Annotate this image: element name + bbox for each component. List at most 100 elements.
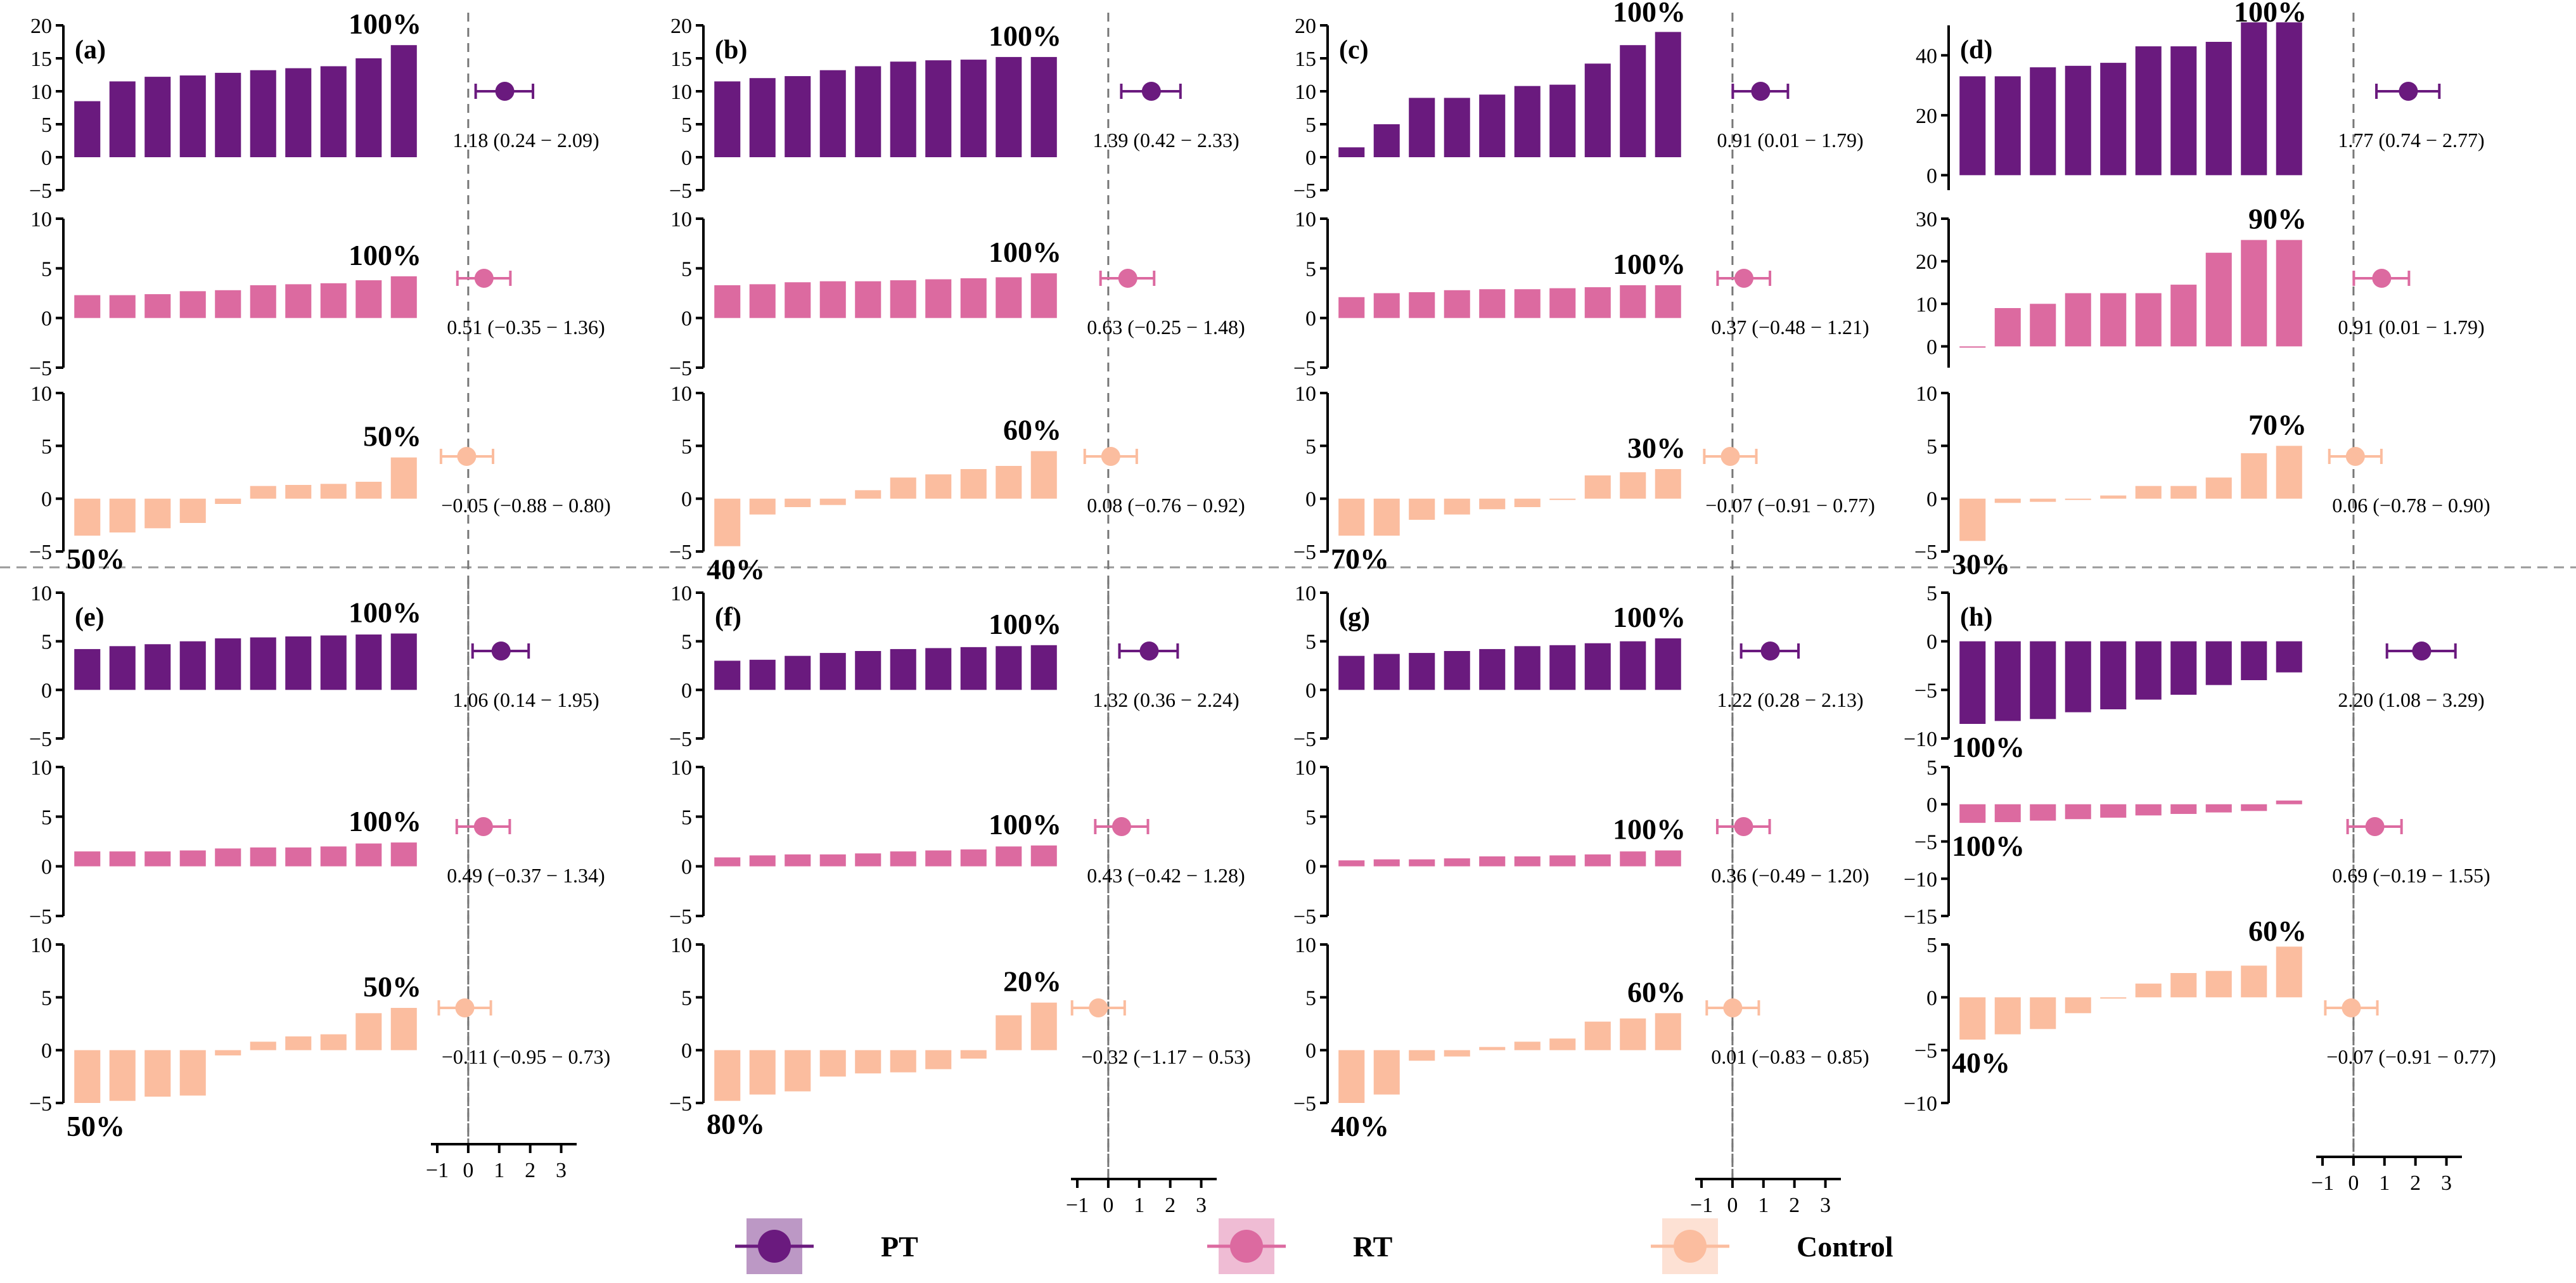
ci-text: 1.32 (0.36 − 2.24) (1093, 688, 1239, 711)
y-tick-label: 0 (1926, 488, 1937, 512)
y-tick-label: 10 (1916, 293, 1937, 316)
bar-h-pt-5 (2100, 641, 2127, 709)
bar-e-control-7 (285, 1036, 312, 1050)
y-tick-label: −5 (1914, 541, 1937, 564)
bar-b-rt-2 (749, 284, 776, 318)
ci-text: 0.91 (0.01 − 1.79) (1717, 129, 1863, 152)
bar-h-control-4 (2065, 997, 2091, 1014)
bar-a-control-6 (250, 486, 276, 499)
y-tick-label: 5 (681, 631, 692, 654)
y-tick-label: 10 (1295, 934, 1316, 957)
percent-negative-label: 40% (707, 553, 765, 586)
y-tick-label: 10 (1295, 81, 1316, 104)
bar-g-control-1 (1338, 1050, 1365, 1103)
bar-d-rt-3 (2030, 304, 2056, 347)
y-tick-label: −5 (1914, 679, 1937, 702)
ci-text: 1.18 (0.24 − 2.09) (452, 129, 599, 152)
bar-d-control-5 (2100, 495, 2127, 499)
bar-a-control-1 (74, 498, 101, 536)
y-tick-label: −5 (669, 179, 692, 203)
bar-d-control-1 (1959, 498, 1986, 541)
bar-d-pt-1 (1959, 76, 1986, 176)
bar-f-pt-10 (1030, 645, 1057, 690)
estimate-point (1760, 642, 1780, 661)
bar-e-rt-3 (144, 851, 171, 867)
y-tick-label: 0 (1305, 679, 1316, 702)
estimate-point (1734, 817, 1753, 836)
y-tick-label: 10 (1295, 382, 1316, 406)
bar-f-control-3 (785, 1050, 811, 1092)
bar-e-pt-2 (109, 646, 136, 690)
y-tick-label: 10 (30, 582, 52, 605)
panel-label: (c) (1339, 35, 1369, 65)
forest-x-tick-label: 1 (1134, 1194, 1144, 1217)
bar-c-pt-4 (1444, 98, 1470, 157)
bar-f-rt-6 (890, 851, 916, 867)
bar-g-pt-4 (1444, 651, 1470, 690)
y-tick-label: −5 (669, 1092, 692, 1116)
bar-e-rt-7 (285, 847, 312, 867)
percent-positive-label: 100% (349, 805, 421, 837)
panel-label: (b) (715, 35, 747, 65)
y-tick-label: −5 (1914, 831, 1937, 854)
bar-e-rt-4 (179, 850, 206, 867)
bar-a-pt-6 (250, 70, 276, 157)
bar-g-pt-2 (1373, 654, 1400, 690)
bar-f-pt-5 (855, 651, 881, 690)
percent-positive-label: 100% (2234, 0, 2307, 28)
legend-marker-rt (1230, 1230, 1263, 1263)
panel-label: (f) (715, 603, 741, 632)
bar-c-pt-8 (1584, 63, 1611, 157)
y-tick-label: 15 (1295, 48, 1316, 71)
bar-d-control-3 (2030, 498, 2056, 502)
percent-negative-label: 40% (1952, 1047, 2010, 1079)
bar-e-pt-6 (250, 637, 276, 690)
ci-text: −0.07 (−0.91 − 0.77) (2326, 1045, 2496, 1068)
y-tick-label: 5 (41, 257, 52, 281)
bar-h-control-1 (1959, 997, 1986, 1040)
bar-f-control-5 (855, 1050, 881, 1074)
bar-d-rt-6 (2135, 293, 2162, 347)
bar-a-pt-5 (215, 72, 241, 157)
bar-b-control-3 (785, 498, 811, 507)
bar-b-control-2 (749, 498, 776, 515)
bar-g-control-3 (1409, 1050, 1435, 1061)
y-tick-label: 10 (1916, 382, 1937, 406)
y-tick-label: 10 (30, 81, 52, 104)
panel-label: (g) (1339, 603, 1370, 632)
percent-positive-label: 100% (1613, 0, 1686, 28)
bar-g-rt-3 (1409, 859, 1435, 867)
bar-d-rt-8 (2205, 252, 2232, 347)
ci-text: 1.22 (0.28 − 2.13) (1717, 688, 1863, 711)
estimate-point (1734, 269, 1753, 288)
bar-g-control-2 (1373, 1050, 1400, 1095)
bar-e-control-2 (109, 1050, 136, 1101)
bar-c-pt-5 (1479, 94, 1506, 157)
forest-x-tick-label: 1 (494, 1159, 504, 1182)
y-tick-label: 0 (1926, 631, 1937, 654)
y-tick-label: −5 (1293, 541, 1316, 564)
bar-b-pt-9 (996, 56, 1022, 157)
bar-b-rt-9 (996, 277, 1022, 318)
bar-g-rt-8 (1584, 854, 1611, 867)
forest-x-tick-label: 1 (1758, 1194, 1769, 1217)
bar-g-control-4 (1444, 1050, 1470, 1057)
y-tick-label: −10 (1904, 1092, 1937, 1116)
bar-g-rt-1 (1338, 860, 1365, 867)
bar-c-control-5 (1479, 498, 1506, 510)
y-tick-label: 0 (681, 1040, 692, 1063)
bar-c-control-4 (1444, 498, 1470, 515)
bar-d-control-7 (2170, 486, 2197, 499)
bar-d-rt-9 (2241, 240, 2267, 347)
y-tick-label: 10 (30, 382, 52, 406)
bar-h-rt-8 (2205, 804, 2232, 813)
bar-f-pt-9 (996, 646, 1022, 690)
y-tick-label: 0 (41, 856, 52, 879)
estimate-point (2372, 269, 2392, 288)
bar-a-rt-5 (215, 290, 241, 318)
bar-d-rt-10 (2276, 240, 2302, 347)
bar-h-control-7 (2170, 973, 2197, 998)
bar-g-pt-7 (1549, 645, 1576, 690)
bar-e-rt-1 (74, 851, 101, 867)
bar-a-control-5 (215, 498, 241, 504)
